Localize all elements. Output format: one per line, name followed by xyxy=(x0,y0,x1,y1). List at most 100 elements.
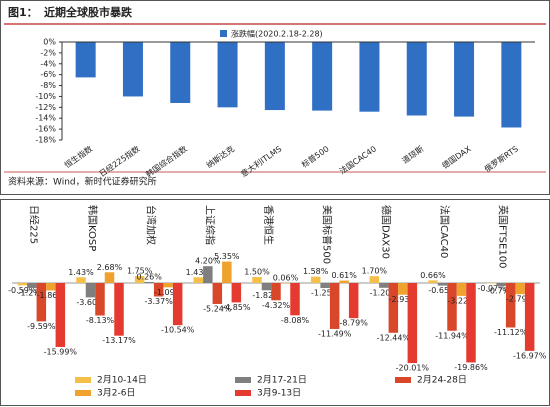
bar xyxy=(454,42,475,117)
y-tick-label: -6% xyxy=(40,70,56,79)
legend-label: 2月24-28日 xyxy=(417,375,467,386)
data-label: -3.37% xyxy=(145,297,174,306)
data-label: -2.79% xyxy=(506,295,535,304)
bar xyxy=(437,283,448,286)
y-tick-label: 0% xyxy=(43,38,56,47)
data-label: -19.86% xyxy=(454,363,488,372)
data-label: -1.86% xyxy=(37,291,66,300)
bar xyxy=(505,283,516,328)
bar xyxy=(466,283,476,363)
legend-swatch xyxy=(395,377,411,383)
data-label: 2.68% xyxy=(97,263,123,272)
data-label: 0.66% xyxy=(420,271,446,280)
bar xyxy=(46,283,56,291)
bar xyxy=(212,283,223,304)
bar xyxy=(261,283,272,291)
bar xyxy=(280,282,291,284)
y-tick-label: -4% xyxy=(40,59,56,68)
data-label: 1.50% xyxy=(244,268,270,277)
bar xyxy=(320,283,330,288)
bar xyxy=(75,42,96,78)
data-label: 1.58% xyxy=(303,267,329,276)
bar xyxy=(379,283,389,288)
x-tick-label: 台湾加权 xyxy=(145,205,158,245)
data-label: 1.70% xyxy=(362,267,388,276)
data-label: 0.61% xyxy=(331,271,357,280)
data-label: -0.65% xyxy=(428,286,457,295)
bar xyxy=(456,283,467,296)
x-tick-label: 意大利ITLMS xyxy=(239,143,284,179)
legend-label: 涨跌幅(2020.2.18-2.28) xyxy=(231,29,323,39)
y-tick-label: -16% xyxy=(35,125,56,134)
legend-label: 3月2-6日 xyxy=(97,388,135,399)
bar xyxy=(217,42,238,108)
data-label: -0.07% xyxy=(478,284,507,293)
data-label: -8.08% xyxy=(281,316,310,325)
data-label: -9.59% xyxy=(27,322,56,331)
x-tick-label: 韩国KOSP xyxy=(86,205,99,251)
x-tick-label: 日经225 xyxy=(27,205,40,244)
x-tick-label: 上证综指 xyxy=(203,205,216,245)
bar xyxy=(398,283,408,295)
x-tick-label: 恒生指数 xyxy=(62,143,94,170)
data-label: 5.35% xyxy=(214,252,240,261)
bar xyxy=(252,277,262,283)
data-label: 0.26% xyxy=(136,272,162,281)
data-label: 1.43% xyxy=(186,268,212,277)
data-label: -1.25% xyxy=(311,289,340,298)
bar xyxy=(515,283,525,295)
data-label: -1.20% xyxy=(370,288,399,297)
bar xyxy=(339,280,349,283)
bar xyxy=(153,283,164,297)
data-label: -3.22% xyxy=(447,296,476,305)
bar xyxy=(122,42,143,97)
bar xyxy=(359,42,380,112)
bar xyxy=(407,283,418,364)
bar xyxy=(170,42,191,103)
data-label: 4.20% xyxy=(195,257,221,266)
bar xyxy=(85,283,96,298)
legend-label: 2月17-21日 xyxy=(257,375,307,386)
x-tick-label: 法国CAC40 xyxy=(438,205,451,258)
x-tick-label: 俄罗斯RTS xyxy=(482,143,520,174)
data-label: -1.27% xyxy=(18,289,47,298)
x-tick-label: 韩国综合指数 xyxy=(144,143,189,179)
y-tick-label: -2% xyxy=(40,48,56,57)
bar xyxy=(134,276,145,283)
data-label: -11.49% xyxy=(318,329,352,338)
x-tick-label: 德国DAX xyxy=(440,143,473,170)
bar xyxy=(76,277,86,283)
x-tick-label: 英国FTSE100 xyxy=(497,205,510,268)
data-label: -5.24% xyxy=(203,304,232,313)
x-tick-label: 日经225指数 xyxy=(97,143,141,178)
y-tick-label: -18% xyxy=(35,136,56,145)
bar xyxy=(104,272,115,283)
data-label: -20.01% xyxy=(396,364,430,373)
data-label: -8.79% xyxy=(340,319,369,328)
y-tick-label: -14% xyxy=(35,114,56,123)
legend-label: 2月10-14日 xyxy=(97,375,147,386)
bar xyxy=(496,283,506,287)
data-label: -16.97% xyxy=(513,351,547,360)
data-label: -0.77% xyxy=(487,287,516,296)
data-label: -12.44% xyxy=(377,333,411,342)
data-label: -15.99% xyxy=(44,347,78,356)
figure-title: 近期全球股市暴跌 xyxy=(44,5,133,19)
x-tick-label: 德国DAX30 xyxy=(379,205,392,259)
bar xyxy=(222,261,232,283)
data-label: -2.93% xyxy=(389,295,418,304)
data-label: 0.06% xyxy=(273,273,299,282)
x-tick-label: 道琼斯 xyxy=(400,143,425,165)
x-tick-label: 标普500 xyxy=(299,143,330,169)
data-label: -1.09% xyxy=(154,288,183,297)
data-label: -4.32% xyxy=(262,301,291,310)
data-label: -11.94% xyxy=(435,331,469,340)
bar xyxy=(95,283,105,316)
data-label: -4.85% xyxy=(222,303,251,312)
bar xyxy=(486,283,497,284)
bar xyxy=(231,283,242,303)
bar xyxy=(144,281,154,283)
legend-swatch xyxy=(75,390,91,396)
bar xyxy=(388,283,399,333)
